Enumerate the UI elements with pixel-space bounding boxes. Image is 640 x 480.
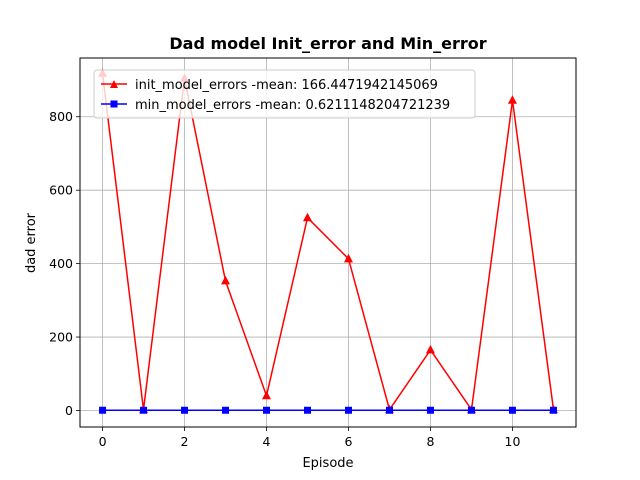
x-tick-label: 0 bbox=[99, 434, 107, 449]
y-tick-label: 400 bbox=[49, 256, 73, 271]
legend-box bbox=[93, 69, 476, 119]
legend-marker-square bbox=[110, 100, 118, 108]
data-point-square bbox=[99, 406, 107, 414]
data-point-square bbox=[304, 406, 312, 414]
data-point-triangle bbox=[303, 212, 313, 222]
data-point-square bbox=[222, 406, 230, 414]
x-tick-label: 6 bbox=[345, 434, 353, 449]
x-tick-label: 4 bbox=[263, 434, 271, 449]
data-point-triangle bbox=[507, 95, 517, 104]
plot-area-frame bbox=[79, 57, 577, 428]
legend-label-init: init_model_errors -mean: 166.44719421450… bbox=[135, 78, 438, 93]
y-tick-label: 0 bbox=[65, 403, 73, 418]
x-axis-label: Episode bbox=[302, 456, 353, 471]
data-point-triangle bbox=[221, 275, 231, 285]
x-tick-label: 8 bbox=[427, 434, 435, 449]
legend-label-min: min_model_errors -mean: 0.62111482047212… bbox=[135, 98, 450, 113]
data-point-triangle bbox=[262, 390, 272, 400]
data-point-square bbox=[385, 406, 393, 414]
data-point-square bbox=[263, 406, 271, 414]
data-point-square bbox=[140, 406, 148, 414]
data-point-square bbox=[467, 406, 475, 414]
data-point-square bbox=[181, 406, 189, 414]
y-axis-label: dad error bbox=[24, 212, 39, 273]
legend-marker-triangle bbox=[110, 80, 118, 88]
data-point-square bbox=[344, 406, 352, 414]
x-tick-label: 2 bbox=[181, 434, 189, 449]
chart-title: Dad model Init_error and Min_error bbox=[169, 34, 486, 53]
series-line-0 bbox=[101, 73, 555, 411]
data-point-square bbox=[549, 406, 557, 414]
y-tick-label: 200 bbox=[49, 330, 73, 345]
data-point-triangle bbox=[425, 344, 435, 354]
data-point-square bbox=[426, 406, 434, 414]
y-axis: 0 200 400 600 800 bbox=[49, 109, 80, 418]
legend: init_model_errors -mean: 166.44719421450… bbox=[93, 69, 476, 119]
data-point-triangle bbox=[343, 253, 353, 263]
x-tick-label: 10 bbox=[505, 434, 521, 449]
y-tick-label: 600 bbox=[49, 183, 73, 198]
x-axis: 0 2 4 6 8 10 bbox=[99, 427, 521, 449]
data-point-square bbox=[508, 406, 516, 414]
y-tick-label: 800 bbox=[49, 109, 73, 124]
